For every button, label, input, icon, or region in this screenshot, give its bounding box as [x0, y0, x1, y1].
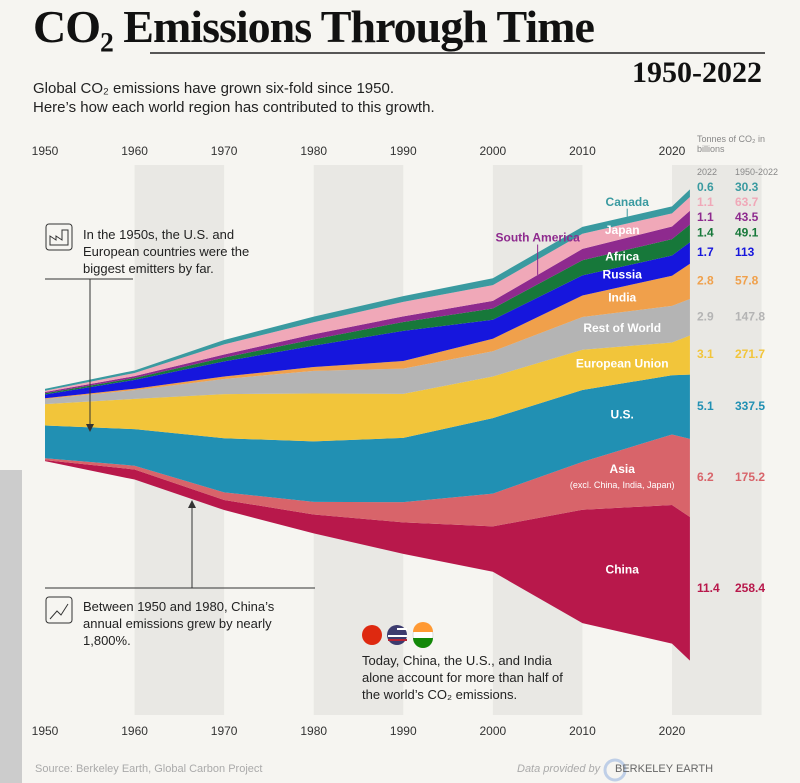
region-label: European Union	[576, 357, 669, 371]
value-2022: 1.1	[697, 210, 714, 224]
value-cumulative: 271.7	[735, 347, 765, 361]
value-2022: 2.9	[697, 309, 714, 323]
provider-prefix: Data provided by	[517, 763, 601, 775]
arrow-head	[188, 500, 196, 508]
region-label: China	[606, 563, 640, 577]
x-tick-label: 2000	[480, 724, 507, 738]
value-cumulative: 147.8	[735, 309, 765, 323]
flag-india	[413, 622, 433, 632]
region-label: Africa	[605, 250, 639, 264]
x-tick-label: 2010	[569, 144, 596, 158]
value-2022: 1.7	[697, 245, 714, 259]
annotation: In the 1950s, the U.S. and European coun…	[83, 227, 250, 276]
stream-area	[45, 460, 690, 661]
growth-icon	[49, 603, 69, 620]
region-label: Rest of World	[583, 321, 661, 335]
x-tick-label: 1960	[121, 144, 148, 158]
value-cumulative: 258.4	[735, 581, 765, 595]
subtitle: 1950-2022	[632, 56, 762, 89]
value-2022: 6.2	[697, 470, 714, 484]
region-label: Russia	[603, 268, 643, 282]
value-cumulative: 63.7	[735, 195, 759, 209]
description: Here’s how each world region has contrib…	[33, 99, 435, 116]
region-label: Asia	[610, 462, 636, 476]
x-tick-label: 1960	[121, 724, 148, 738]
region-label: U.S.	[611, 408, 634, 422]
value-2022: 1.1	[697, 195, 714, 209]
stream-area	[45, 374, 690, 503]
value-cumulative: 57.8	[735, 274, 759, 288]
value-cumulative: 30.3	[735, 180, 759, 194]
factory-icon	[49, 229, 69, 246]
flag-china	[362, 625, 382, 645]
x-tick-label: 1980	[300, 724, 327, 738]
value-cumulative: 49.1	[735, 226, 759, 240]
x-tick-label: 1950	[32, 144, 59, 158]
growth-icon	[45, 596, 73, 624]
x-tick-label: 1980	[300, 144, 327, 158]
x-tick-label: 1970	[211, 724, 238, 738]
provider-logo	[603, 758, 627, 782]
chimney	[0, 470, 22, 783]
x-tick-label: 2000	[480, 144, 507, 158]
value-2022: 5.1	[697, 399, 714, 413]
value-2022: 3.1	[697, 347, 714, 361]
x-tick-label: 2020	[659, 144, 686, 158]
region-label: South America	[496, 231, 581, 245]
x-tick-label: 1990	[390, 724, 417, 738]
source: Source: Berkeley Earth, Global Carbon Pr…	[35, 763, 263, 775]
x-tick-label: 1950	[32, 724, 59, 738]
flag-india	[413, 638, 433, 648]
x-tick-label: 2010	[569, 724, 596, 738]
arrow-head	[86, 424, 94, 432]
region-label: Canada	[606, 195, 650, 209]
x-tick-label: 2020	[659, 724, 686, 738]
value-cumulative: 175.2	[735, 470, 765, 484]
flag-us	[397, 628, 407, 630]
annotation: Between 1950 and 1980, China’s annual em…	[83, 599, 275, 648]
unit-label: Tonnes of CO₂ in billions	[697, 134, 766, 154]
value-2022: 1.4	[697, 226, 714, 240]
annotation: Today, China, the U.S., and India alone …	[362, 653, 563, 702]
region-label: India	[608, 291, 636, 305]
value-cumulative: 43.5	[735, 210, 759, 224]
flag-us	[388, 639, 407, 641]
value-cumulative: 337.5	[735, 399, 765, 413]
factory-icon	[45, 223, 73, 251]
provider: BERKELEY EARTH	[615, 763, 714, 775]
column-header: 1950-2022	[735, 167, 779, 177]
region-label: Japan	[605, 223, 640, 237]
value-2022: 0.6	[697, 180, 714, 194]
value-cumulative: 113	[735, 245, 755, 259]
stream-area	[45, 299, 690, 405]
title: CO₂ Emissions Through Time	[33, 1, 595, 52]
value-2022: 2.8	[697, 274, 714, 288]
description: Global CO₂ emissions have grown six-fold…	[33, 80, 394, 97]
stream-area	[45, 335, 690, 442]
x-tick-label: 1990	[390, 144, 417, 158]
flag-us	[388, 635, 407, 637]
stream-area	[45, 434, 690, 527]
x-tick-label: 1970	[211, 144, 238, 158]
region-note: (excl. China, India, Japan)	[570, 480, 675, 490]
value-2022: 11.4	[697, 581, 720, 595]
column-header: 2022	[697, 167, 718, 177]
